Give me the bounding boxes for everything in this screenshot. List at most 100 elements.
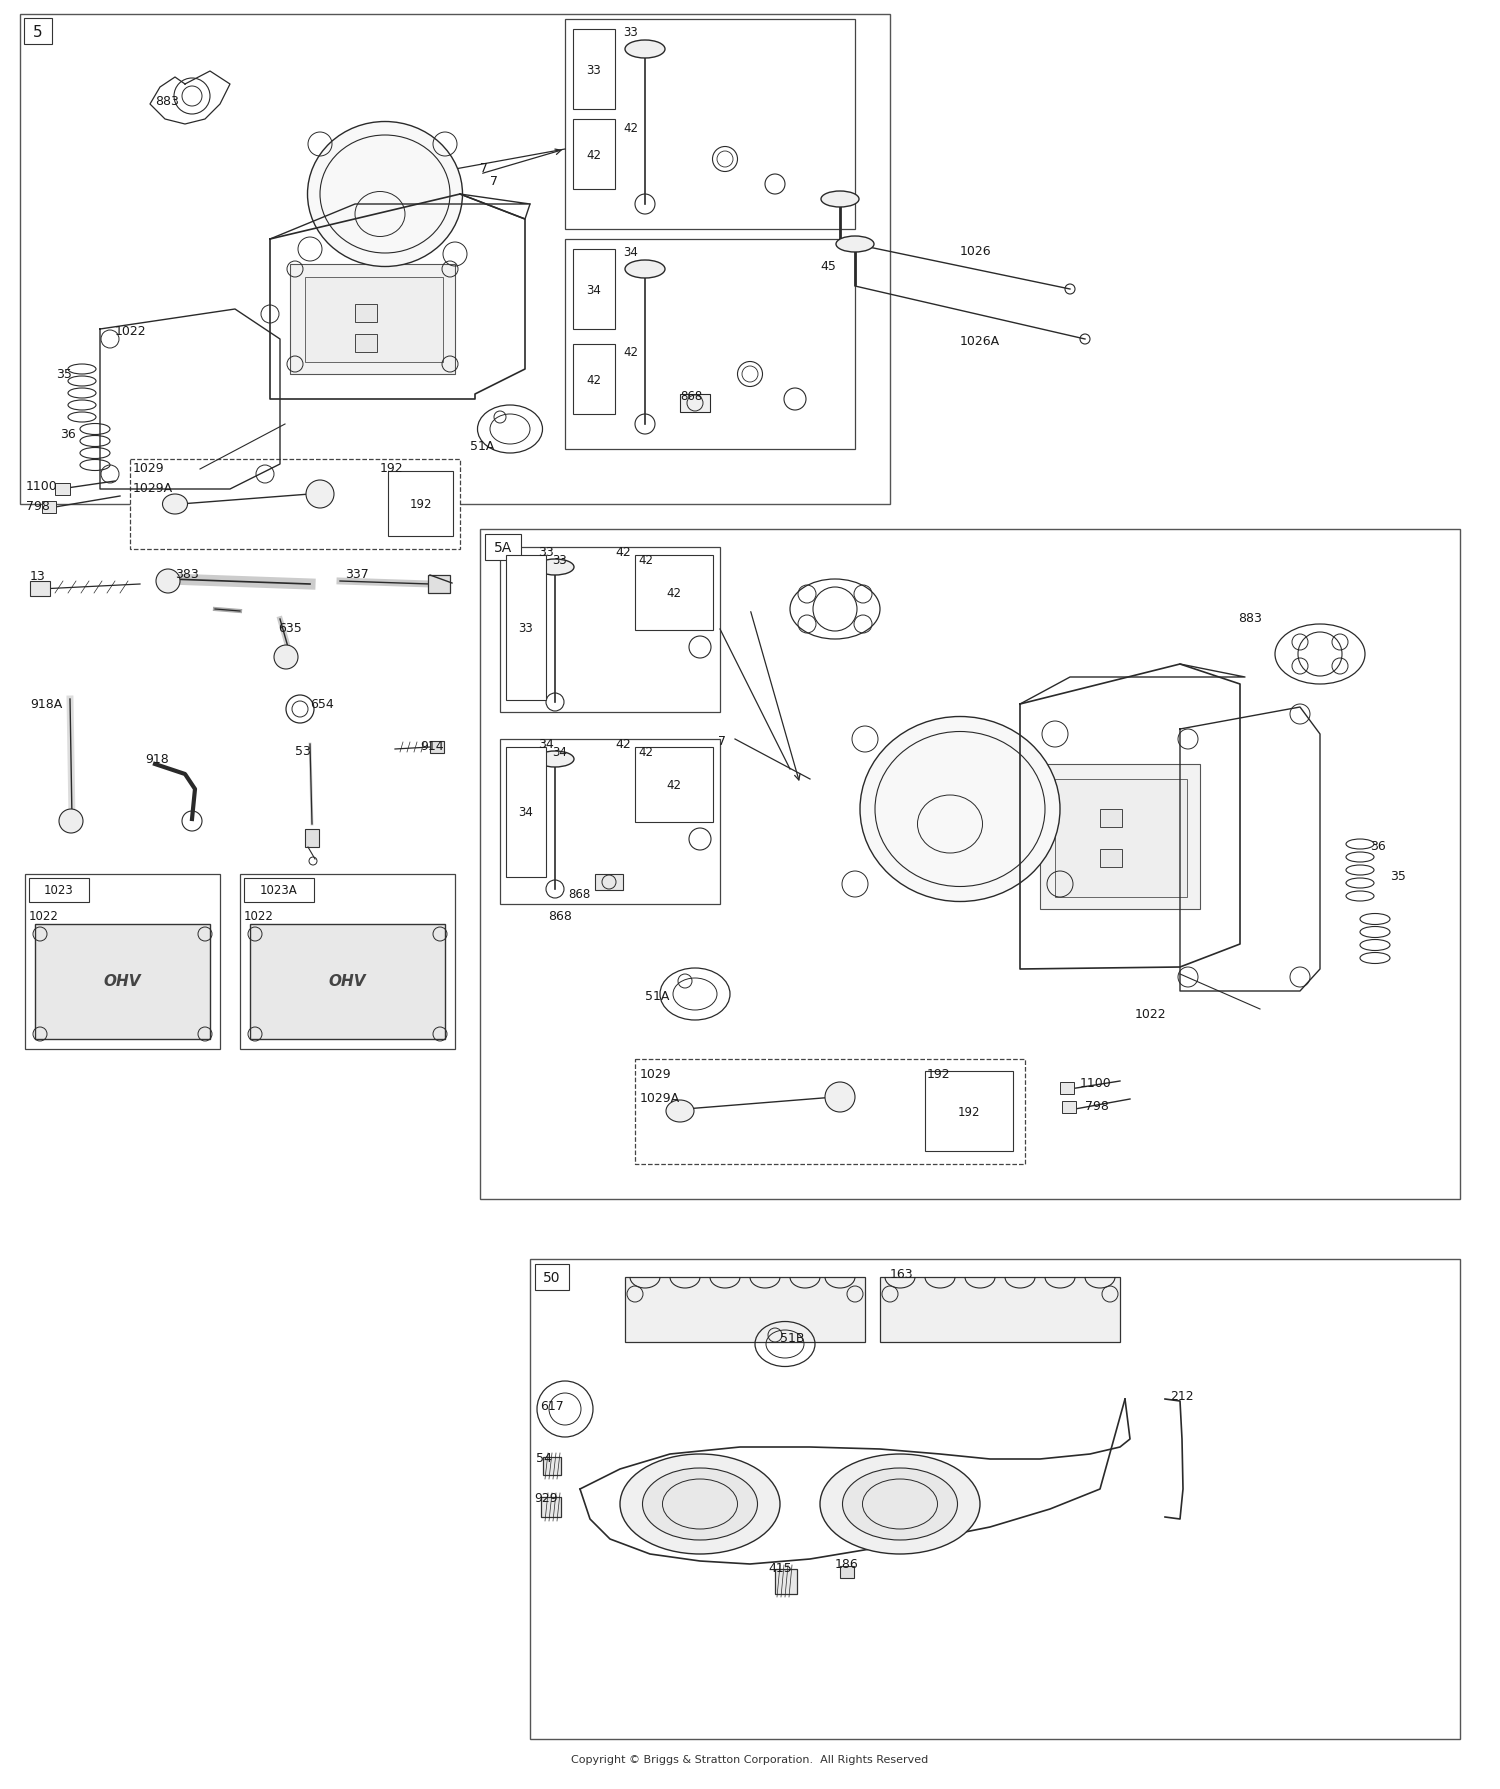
Bar	[566, 20, 855, 229]
Ellipse shape	[536, 560, 574, 576]
Text: 51A: 51A	[645, 989, 669, 1002]
Text: 1100: 1100	[1080, 1077, 1112, 1090]
Text: 383: 383	[176, 567, 200, 581]
Bar	[506, 556, 546, 701]
Ellipse shape	[666, 1100, 694, 1122]
Text: 192: 192	[380, 462, 404, 474]
Text: 33: 33	[519, 621, 534, 635]
Bar	[500, 739, 720, 905]
Bar	[484, 535, 520, 560]
Bar	[356, 335, 376, 352]
Text: 163: 163	[890, 1267, 914, 1281]
Text: 42: 42	[586, 148, 602, 161]
Bar	[536, 1265, 568, 1290]
Text: 42: 42	[615, 737, 630, 751]
Bar	[634, 556, 712, 632]
Text: 34: 34	[552, 746, 567, 759]
Text: 212: 212	[1170, 1390, 1194, 1403]
Bar	[304, 830, 320, 848]
Text: 5: 5	[33, 25, 44, 39]
Bar	[20, 14, 889, 504]
Text: 798: 798	[26, 499, 50, 513]
Bar	[240, 875, 454, 1050]
Text: 918: 918	[146, 753, 170, 766]
Ellipse shape	[859, 717, 1060, 902]
Text: 36: 36	[60, 428, 76, 440]
Text: 883: 883	[1238, 612, 1262, 624]
Text: 42: 42	[638, 746, 652, 759]
Circle shape	[58, 810, 82, 834]
Text: 1029A: 1029A	[640, 1091, 680, 1104]
Bar	[24, 20, 52, 45]
Text: OHV: OHV	[104, 973, 141, 989]
Bar	[30, 581, 50, 598]
Text: 617: 617	[540, 1399, 564, 1412]
Bar	[1100, 850, 1122, 868]
Circle shape	[274, 646, 298, 669]
Text: 33: 33	[552, 553, 567, 567]
Text: 7: 7	[718, 735, 726, 748]
Circle shape	[156, 569, 180, 594]
Text: 868: 868	[548, 909, 572, 923]
Circle shape	[825, 1082, 855, 1113]
Bar	[356, 304, 376, 322]
Text: 33: 33	[622, 27, 638, 39]
Text: 1026A: 1026A	[960, 335, 1000, 347]
Bar	[573, 250, 615, 329]
Bar	[480, 530, 1460, 1199]
Text: Copyright © Briggs & Stratton Corporation.  All Rights Reserved: Copyright © Briggs & Stratton Corporatio…	[572, 1753, 928, 1764]
Text: 42: 42	[666, 778, 681, 791]
Ellipse shape	[836, 236, 874, 252]
Bar	[1062, 1102, 1076, 1113]
Text: 42: 42	[638, 553, 652, 567]
Text: 36: 36	[1370, 839, 1386, 853]
Text: 1022: 1022	[1136, 1007, 1167, 1020]
Bar	[34, 925, 210, 1039]
Text: 1100: 1100	[26, 479, 58, 492]
Text: 13: 13	[30, 569, 46, 583]
Text: 35: 35	[1390, 869, 1406, 882]
Text: 42: 42	[622, 345, 638, 360]
Ellipse shape	[821, 191, 860, 208]
Text: 192: 192	[410, 497, 432, 510]
Text: 42: 42	[666, 587, 681, 599]
Text: OHV: OHV	[328, 973, 366, 989]
Ellipse shape	[843, 1469, 957, 1540]
Text: 337: 337	[345, 567, 369, 581]
Bar	[776, 1569, 796, 1594]
Text: 42: 42	[622, 122, 638, 134]
Text: 42: 42	[586, 374, 602, 386]
Bar	[596, 875, 622, 891]
Ellipse shape	[620, 1454, 780, 1555]
Text: 798: 798	[1084, 1100, 1108, 1113]
Text: 192: 192	[957, 1106, 980, 1118]
Ellipse shape	[162, 496, 188, 515]
Bar	[530, 1259, 1460, 1739]
Ellipse shape	[821, 1454, 980, 1555]
Bar	[244, 878, 314, 902]
Bar	[28, 878, 88, 902]
Text: 654: 654	[310, 698, 334, 710]
Bar	[680, 395, 710, 413]
Text: 1022: 1022	[28, 909, 58, 923]
Text: 1023A: 1023A	[260, 884, 299, 896]
Bar	[573, 120, 615, 190]
Text: 415: 415	[768, 1562, 792, 1574]
Text: BRIGGS &
STRATTON: BRIGGS & STRATTON	[686, 775, 1114, 923]
Circle shape	[306, 481, 334, 508]
Bar	[430, 742, 444, 753]
Text: 34: 34	[519, 807, 534, 819]
Bar	[1040, 764, 1200, 909]
Text: 34: 34	[586, 283, 602, 297]
Text: 192: 192	[927, 1068, 951, 1081]
Bar	[26, 875, 220, 1050]
Bar	[573, 345, 615, 415]
Text: 7: 7	[480, 163, 488, 175]
Ellipse shape	[642, 1469, 758, 1540]
Text: 34: 34	[538, 737, 554, 751]
Bar	[566, 240, 855, 449]
Text: 34: 34	[622, 245, 638, 259]
Text: 918A: 918A	[30, 698, 63, 710]
Text: 868: 868	[680, 390, 702, 403]
Bar	[427, 576, 450, 594]
